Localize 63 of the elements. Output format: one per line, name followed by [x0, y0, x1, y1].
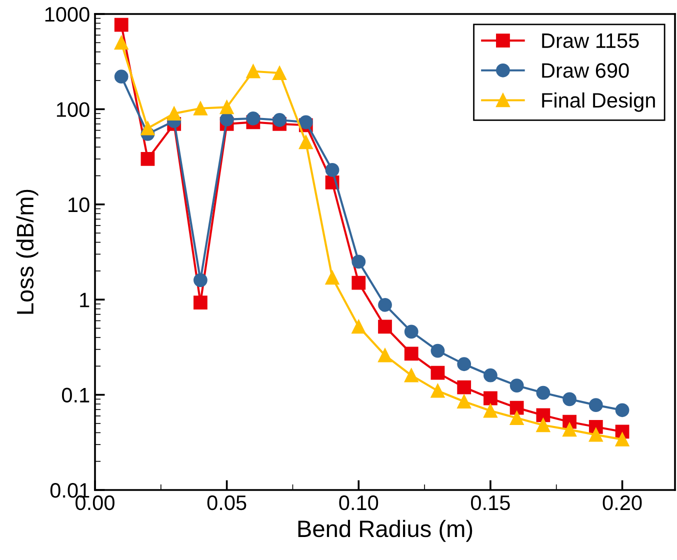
x-axis-title: Bend Radius (m) — [298, 520, 472, 542]
point — [562, 422, 576, 437]
y-tick-label: 100 — [56, 102, 90, 117]
x-tick-label: 0.10 — [339, 495, 378, 510]
point — [140, 152, 155, 166]
point — [114, 70, 128, 84]
point — [246, 64, 260, 78]
point — [484, 368, 498, 382]
point — [114, 36, 128, 50]
legend-label: Draw 1155 — [542, 34, 639, 48]
y-tick-label: 1 — [80, 292, 90, 308]
point — [352, 276, 366, 290]
point — [484, 404, 498, 418]
point — [430, 344, 445, 358]
point — [378, 320, 392, 334]
point — [457, 394, 472, 408]
point — [484, 391, 498, 406]
point — [272, 113, 286, 127]
point — [510, 411, 524, 425]
point — [430, 384, 445, 398]
point — [588, 428, 603, 442]
point — [404, 346, 418, 361]
point — [536, 386, 550, 400]
y-tick-label: 0.1 — [62, 388, 90, 403]
x-tick-label: 0.15 — [470, 495, 510, 510]
point — [615, 403, 630, 418]
point — [615, 432, 630, 446]
legend-label: Final Design — [542, 92, 655, 112]
point — [510, 378, 524, 393]
point — [325, 163, 340, 177]
point — [457, 380, 472, 394]
point — [140, 121, 155, 136]
point — [352, 254, 366, 269]
point — [114, 18, 128, 32]
point — [298, 135, 313, 150]
point — [272, 66, 286, 80]
point — [194, 273, 208, 288]
x-tick-label: 0.20 — [602, 495, 642, 510]
point — [430, 366, 445, 380]
point — [536, 418, 550, 432]
point — [167, 106, 182, 120]
point — [194, 101, 208, 116]
point — [510, 400, 524, 415]
point — [352, 320, 366, 334]
point — [246, 111, 260, 126]
point — [325, 270, 340, 285]
y-axis-title: Loss (dB/m) — [16, 190, 38, 314]
point — [220, 100, 234, 114]
point — [404, 324, 418, 339]
y-tick-label: 10 — [68, 197, 90, 212]
point — [457, 357, 472, 372]
point — [378, 348, 392, 362]
point — [378, 298, 392, 312]
point — [536, 408, 550, 422]
point — [404, 368, 418, 382]
point — [298, 115, 313, 130]
point — [220, 112, 234, 126]
legend-label: Draw 690 — [542, 63, 629, 78]
point — [562, 392, 576, 406]
point — [588, 398, 603, 412]
y-tick-label: 1000 — [45, 7, 90, 22]
x-tick-label: 0.05 — [207, 495, 246, 510]
point — [194, 296, 208, 310]
